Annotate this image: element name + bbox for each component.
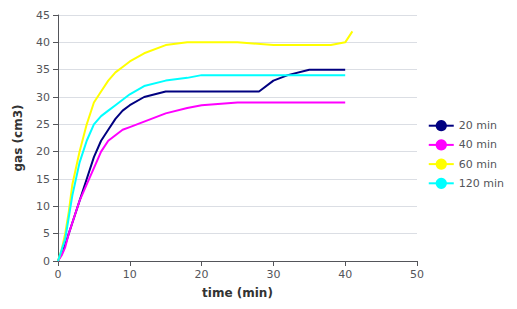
svg-text:time (min): time (min) (202, 286, 273, 300)
svg-text:0: 0 (55, 268, 62, 281)
svg-text:10: 10 (36, 200, 50, 213)
svg-text:60 min: 60 min (459, 158, 497, 171)
svg-text:35: 35 (36, 63, 50, 76)
svg-text:30: 30 (36, 91, 50, 104)
svg-text:5: 5 (43, 227, 50, 240)
svg-text:25: 25 (36, 118, 50, 131)
svg-text:0: 0 (43, 255, 50, 268)
svg-text:40: 40 (36, 36, 50, 49)
svg-text:120 min: 120 min (459, 177, 504, 190)
svg-text:gas (cm3): gas (cm3) (11, 105, 25, 172)
svg-text:40: 40 (338, 268, 352, 281)
svg-text:20 min: 20 min (459, 119, 497, 132)
svg-text:20: 20 (195, 268, 209, 281)
svg-text:15: 15 (36, 173, 50, 186)
svg-text:40 min: 40 min (459, 138, 497, 151)
svg-text:45: 45 (36, 9, 50, 22)
svg-text:50: 50 (410, 268, 424, 281)
svg-text:20: 20 (36, 145, 50, 158)
svg-text:10: 10 (123, 268, 137, 281)
svg-text:30: 30 (266, 268, 280, 281)
